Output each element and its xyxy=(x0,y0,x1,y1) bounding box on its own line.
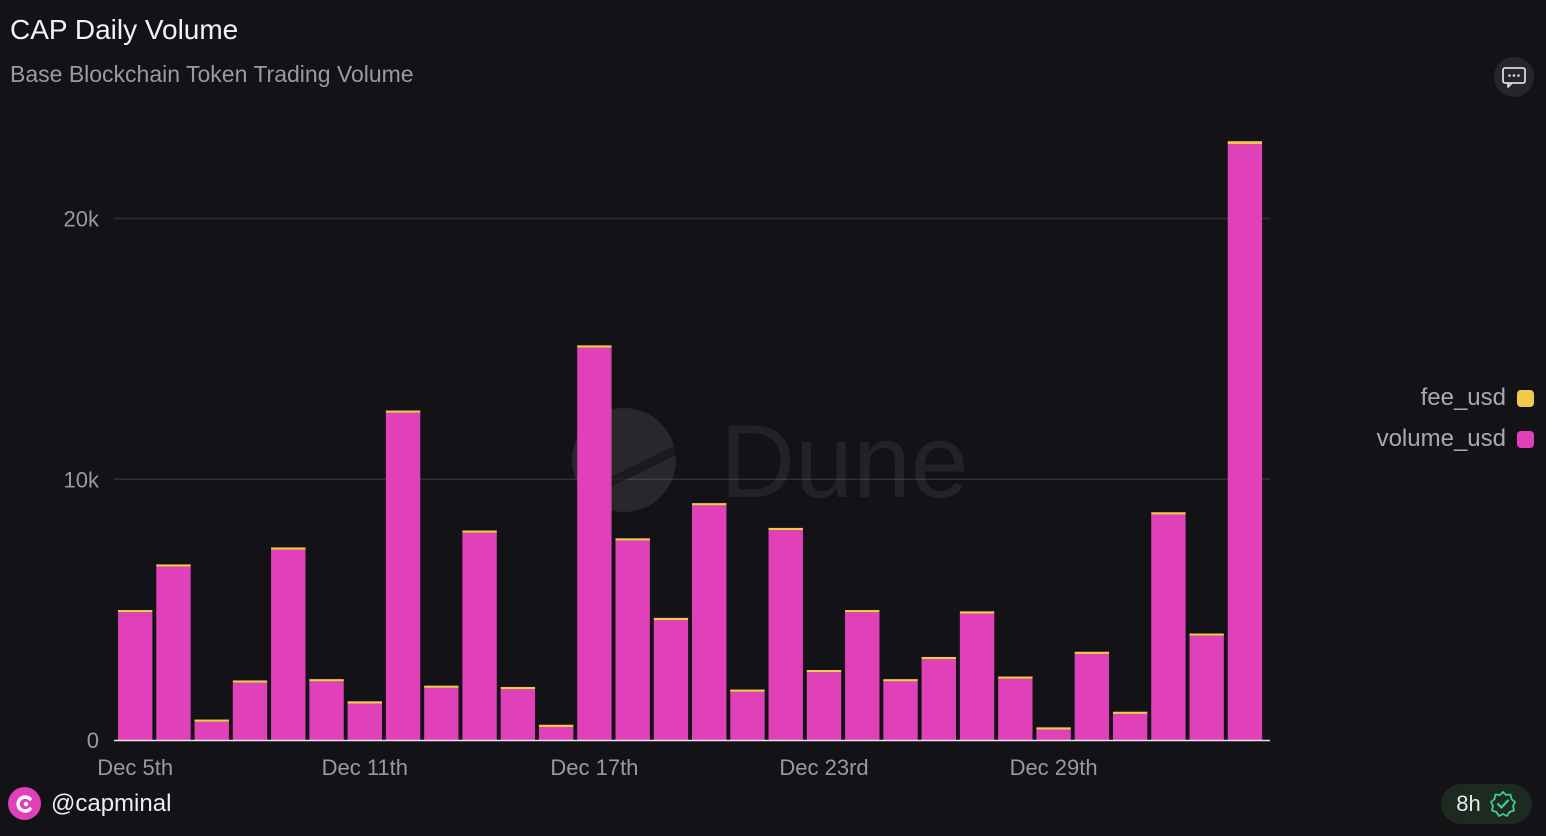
bar-fee-usd[interactable] xyxy=(921,656,956,660)
x-tick-label: Dec 17th xyxy=(550,755,638,780)
bar-fee-usd[interactable] xyxy=(347,701,382,704)
bar-volume-usd[interactable] xyxy=(424,687,459,740)
bar-fee-usd[interactable] xyxy=(156,564,191,567)
bar-fee-usd[interactable] xyxy=(1227,141,1263,145)
chart-subtitle: Base Blockchain Token Trading Volume xyxy=(10,61,414,87)
bar-fee-usd[interactable] xyxy=(577,345,612,348)
legend-swatch xyxy=(1517,389,1534,407)
x-tick-label: Dec 29th xyxy=(1010,755,1098,780)
bar-volume-usd[interactable] xyxy=(309,681,344,740)
bar-volume-usd[interactable] xyxy=(1227,144,1263,740)
grid-lines xyxy=(114,217,1270,480)
bar-volume-usd[interactable] xyxy=(462,532,497,740)
freshness-badge[interactable]: 8h xyxy=(1441,784,1532,824)
bar-fee-usd[interactable] xyxy=(232,680,268,683)
legend-label: fee_usd xyxy=(1420,384,1506,411)
bar-volume-usd[interactable] xyxy=(692,505,727,740)
legend-swatch xyxy=(1517,430,1534,448)
y-tick-label: 20k xyxy=(64,207,100,232)
comment-button[interactable] xyxy=(1494,57,1534,97)
freshness-label: 8h xyxy=(1456,791,1481,816)
bar-volume-usd[interactable] xyxy=(998,678,1033,740)
bar-fee-usd[interactable] xyxy=(883,679,918,682)
bar-volume-usd[interactable] xyxy=(385,412,421,740)
bar-volume-usd[interactable] xyxy=(271,549,306,740)
bar-volume-usd[interactable] xyxy=(845,612,880,740)
bar-volume-usd[interactable] xyxy=(730,691,765,740)
axes: 0 10k 20k Dec 5th Dec 11th Dec 17th Dec 23rd De… xyxy=(64,207,1270,780)
bar-volume-usd[interactable] xyxy=(806,672,842,740)
bar-fee-usd[interactable] xyxy=(462,530,497,533)
bar-volume-usd[interactable] xyxy=(768,530,803,740)
bar-volume-usd[interactable] xyxy=(538,726,574,740)
bar-fee-usd[interactable] xyxy=(500,686,536,690)
bar-volume-usd[interactable] xyxy=(347,703,382,740)
chart-title: CAP Daily Volume xyxy=(10,14,239,45)
bar-fee-usd[interactable] xyxy=(194,719,229,722)
x-tick-label: Dec 23rd xyxy=(779,755,868,780)
username: @capminal xyxy=(51,789,172,817)
bar-volume-usd[interactable] xyxy=(577,347,612,740)
bar-fee-usd[interactable] xyxy=(998,676,1033,679)
bar-fee-usd[interactable] xyxy=(845,610,880,613)
bar-fee-usd[interactable] xyxy=(692,503,727,506)
bar-volume-usd[interactable] xyxy=(1189,635,1224,740)
bar-volume-usd[interactable] xyxy=(1112,713,1148,740)
bar-fee-usd[interactable] xyxy=(959,611,995,614)
bar-volume-usd[interactable] xyxy=(194,721,229,740)
legend-item-volume-usd[interactable]: volume_usd xyxy=(1377,425,1534,453)
bar-volume-usd[interactable] xyxy=(232,682,268,740)
dune-watermark: Dune xyxy=(572,404,969,520)
bar-volume-usd[interactable] xyxy=(1036,729,1071,740)
bar-fee-usd[interactable] xyxy=(806,670,842,673)
bar-fee-usd[interactable] xyxy=(538,724,574,727)
bar-volume-usd[interactable] xyxy=(615,540,650,740)
capminal-logo-icon xyxy=(8,787,41,820)
comment-icon xyxy=(1502,67,1526,88)
bar-volume-usd[interactable] xyxy=(959,613,995,740)
legend-label: volume_usd xyxy=(1376,425,1506,452)
watermark-text: Dune xyxy=(720,404,969,520)
verified-check-icon xyxy=(1489,791,1516,817)
bar-fee-usd[interactable] xyxy=(768,527,803,531)
bar-volume-usd[interactable] xyxy=(883,681,918,740)
bar-fee-usd[interactable] xyxy=(653,617,689,621)
bar-fee-usd[interactable] xyxy=(1036,727,1071,730)
x-tick-label: Dec 5th xyxy=(97,755,173,780)
user-link[interactable]: @capminal xyxy=(8,787,171,820)
legend: fee_usd volume_usd xyxy=(1377,384,1534,453)
bar-volume-usd[interactable] xyxy=(118,612,153,740)
bar-volume-usd[interactable] xyxy=(1074,653,1110,740)
bar-fee-usd[interactable] xyxy=(730,689,765,692)
legend-item-fee-usd[interactable]: fee_usd xyxy=(1421,384,1534,412)
y-tick-label: 0 xyxy=(87,728,99,753)
bar-volume-usd[interactable] xyxy=(156,566,191,740)
y-tick-label: 10k xyxy=(64,467,100,492)
bar-fee-usd[interactable] xyxy=(271,547,306,550)
bar-fee-usd[interactable] xyxy=(309,679,344,682)
bar-fee-usd[interactable] xyxy=(615,538,650,541)
bar-fee-usd[interactable] xyxy=(1074,651,1110,654)
bar-fee-usd[interactable] xyxy=(118,610,153,613)
x-tick-label: Dec 11th xyxy=(322,755,408,780)
bar-fee-usd[interactable] xyxy=(1112,711,1148,714)
bar-volume-usd[interactable] xyxy=(653,620,689,740)
bar-fee-usd[interactable] xyxy=(1151,512,1186,515)
bar-volume-usd[interactable] xyxy=(1151,514,1186,740)
bar-fee-usd[interactable] xyxy=(385,410,421,413)
bar-volume-usd[interactable] xyxy=(500,689,536,740)
bar-volume-usd[interactable] xyxy=(921,659,956,740)
bar-fee-usd[interactable] xyxy=(1189,633,1224,636)
bar-fee-usd[interactable] xyxy=(424,685,459,688)
bars xyxy=(118,141,1263,740)
